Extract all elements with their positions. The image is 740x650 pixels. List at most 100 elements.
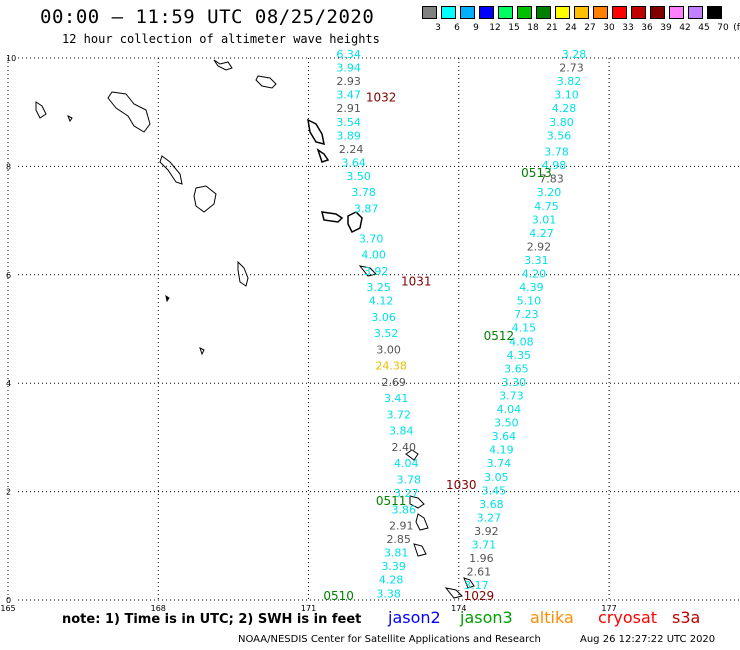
wave-height-label: 3.27 <box>394 487 419 500</box>
wave-height-label: 3.72 <box>386 408 411 421</box>
wave-height-label: 2.73 <box>559 62 584 75</box>
wave-height-label: 3.68 <box>479 498 504 511</box>
legend-label: 45 <box>698 23 710 33</box>
wave-height-label: 3.01 <box>532 213 557 226</box>
wave-height-label: 3.31 <box>524 254 549 267</box>
pass-time-label: 1031 <box>401 275 432 289</box>
legend-swatch <box>460 6 475 19</box>
wave-height-label: 1.96 <box>469 552 494 565</box>
wave-height-label: 3.82 <box>557 75 582 88</box>
legend-label: 42 <box>679 23 691 33</box>
wave-height-label: 4.15 <box>512 322 537 335</box>
island-outline <box>35 101 47 119</box>
wave-height-label: 3.71 <box>472 539 497 552</box>
y-tick-label: 4 <box>6 379 11 388</box>
credit-line: NOAA/NESDIS Center for Satellite Applica… <box>238 634 541 645</box>
wave-height-label: 3.65 <box>504 362 529 375</box>
legend-swatch <box>688 6 703 19</box>
legend-label: 27 <box>584 23 596 33</box>
wave-height-label: 3.78 <box>396 473 421 486</box>
island-outline <box>347 211 363 234</box>
island-outline <box>67 114 73 123</box>
x-tick-label: 165 <box>0 604 15 613</box>
legend-label: 18 <box>527 23 539 33</box>
wave-height-label: 4.04 <box>394 457 419 470</box>
wave-height-label: 6.34 <box>336 48 361 61</box>
legend-swatch <box>498 6 513 19</box>
wave-height-label: 3.27 <box>477 511 502 524</box>
wave-height-label: 2.85 <box>386 533 411 546</box>
wave-height-label: 4.35 <box>507 349 532 362</box>
y-tick-label: 10 <box>6 54 16 63</box>
island-outline <box>307 118 325 146</box>
wave-height-label: 7.83 <box>539 173 564 186</box>
wave-height-label: 3.78 <box>351 186 376 199</box>
wave-height-label: 4.27 <box>529 227 554 240</box>
wave-height-label: 3.92 <box>364 265 389 278</box>
island-outline <box>321 211 344 223</box>
satellite-name: jason3 <box>460 608 513 627</box>
legend-swatch <box>441 6 456 19</box>
legend-swatch <box>669 6 684 19</box>
wave-height-label: 3.39 <box>381 560 406 573</box>
wave-height-label: 4.28 <box>552 102 577 115</box>
wave-height-label: 3.45 <box>482 484 507 497</box>
pass-time-label: 0512 <box>484 329 515 343</box>
axis-labels: 165 168 171 174 177 0 2 4 6 8 10 <box>0 54 616 613</box>
footer-note: note: 1) Time is in UTC; 2) SWH is in fe… <box>62 612 362 627</box>
island-outline <box>255 75 277 89</box>
legend-label: 15 <box>508 23 520 33</box>
wave-height-label: 3.70 <box>359 232 384 245</box>
island-outline <box>199 347 205 356</box>
wave-height-label: 3.94 <box>336 62 361 75</box>
island-outline <box>213 59 233 71</box>
legend-label: 12 <box>489 23 501 33</box>
wave-height-label: 3.84 <box>389 425 414 438</box>
wave-height-label: 2.24 <box>339 143 364 156</box>
legend-swatch <box>517 6 532 19</box>
wave-height-label: 3.80 <box>549 116 574 129</box>
island-outline <box>165 294 170 303</box>
wave-height-label: 24.38 <box>375 360 407 373</box>
wave-height-label: 3.92 <box>474 525 499 538</box>
wave-height-label: 2.91 <box>389 520 414 533</box>
pass-time-labels: 1032 1031 1030 1029 0513 0512 0511 0510 <box>323 90 551 603</box>
wave-height-label: 3.89 <box>336 129 361 142</box>
page-subtitle: 12 hour collection of altimeter wave hei… <box>62 32 380 46</box>
legend-swatch <box>631 6 646 19</box>
x-tick-label: 177 <box>601 604 616 613</box>
legend-label: 30 <box>603 23 615 33</box>
wave-height-label: 3.73 <box>499 389 524 402</box>
wave-height-label: 3.05 <box>484 471 509 484</box>
wave-height-label: 3.87 <box>354 202 379 215</box>
legend-label: 33 <box>622 23 634 33</box>
wave-height-label: 3.41 <box>384 392 409 405</box>
legend-swatch <box>612 6 627 19</box>
legend-label: 21 <box>546 23 558 33</box>
island-outline <box>463 577 475 589</box>
wave-height-label: 3.06 <box>371 311 396 324</box>
wave-height-label: 7.23 <box>514 308 539 321</box>
wave-height-label: 3.52 <box>374 327 399 340</box>
wave-height-label: 4.08 <box>509 335 534 348</box>
island-outline <box>316 148 330 163</box>
page-title: 00:00 – 11:59 UTC 08/25/2020 <box>40 6 375 28</box>
island-outline <box>409 495 425 509</box>
y-tick-label: 2 <box>6 488 11 497</box>
wave-height-label: 2.40 <box>391 441 416 454</box>
legend-label: 3 <box>435 23 441 33</box>
wave-height-label: 2.93 <box>336 75 361 88</box>
island-outline <box>405 449 419 461</box>
island-outline <box>413 543 427 557</box>
x-tick-label: 168 <box>151 604 166 613</box>
legend-label: 9 <box>473 23 479 33</box>
wave-height-label: 3.28 <box>562 48 587 61</box>
pass-time-label: 0511 <box>376 494 407 508</box>
wave-height-label: 3.17 <box>464 579 489 592</box>
pass-time-label: 1029 <box>464 589 495 603</box>
generation-timestamp: Aug 26 12:27:22 UTC 2020 <box>580 634 716 645</box>
legend-label: 36 <box>641 23 653 33</box>
wave-height-label: 3.47 <box>336 89 361 102</box>
pass-time-label: 1032 <box>366 90 397 104</box>
wave-height-label: 4.12 <box>369 295 394 308</box>
